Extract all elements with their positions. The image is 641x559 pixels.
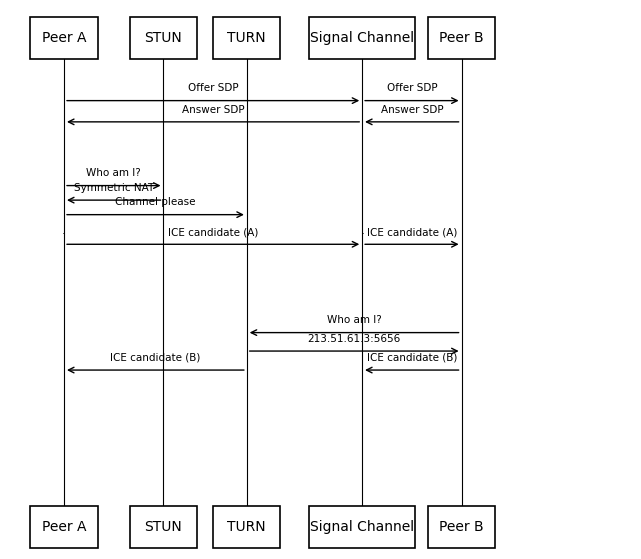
Text: Answer SDP: Answer SDP <box>381 105 443 115</box>
Text: .: . <box>360 224 364 237</box>
FancyBboxPatch shape <box>309 17 415 59</box>
FancyBboxPatch shape <box>31 506 97 548</box>
Text: ICE candidate (A): ICE candidate (A) <box>168 227 258 237</box>
Text: Signal Channel: Signal Channel <box>310 31 414 45</box>
Text: Offer SDP: Offer SDP <box>387 83 437 93</box>
Text: Answer SDP: Answer SDP <box>182 105 244 115</box>
Text: 213.51.61.3:5656: 213.51.61.3:5656 <box>308 334 401 344</box>
Text: Signal Channel: Signal Channel <box>310 520 414 534</box>
Text: ICE candidate (B): ICE candidate (B) <box>367 353 457 363</box>
Text: TURN: TURN <box>228 520 266 534</box>
Text: Who am I?: Who am I? <box>87 168 141 178</box>
Text: Offer SDP: Offer SDP <box>188 83 238 93</box>
FancyBboxPatch shape <box>428 506 495 548</box>
Text: Symmetric NAT: Symmetric NAT <box>74 183 154 193</box>
Text: TURN: TURN <box>228 31 266 45</box>
Text: Peer A: Peer A <box>42 31 87 45</box>
FancyBboxPatch shape <box>129 506 197 548</box>
Text: STUN: STUN <box>145 31 182 45</box>
Text: ICE candidate (B): ICE candidate (B) <box>110 353 201 363</box>
Text: STUN: STUN <box>145 520 182 534</box>
FancyBboxPatch shape <box>428 17 495 59</box>
Text: .: . <box>62 224 66 237</box>
Text: Who am I?: Who am I? <box>327 315 381 325</box>
Text: Channel please: Channel please <box>115 197 196 207</box>
Text: Peer A: Peer A <box>42 520 87 534</box>
FancyBboxPatch shape <box>129 17 197 59</box>
FancyBboxPatch shape <box>309 506 415 548</box>
Text: Peer B: Peer B <box>439 520 484 534</box>
Text: Peer B: Peer B <box>439 31 484 45</box>
FancyBboxPatch shape <box>213 17 281 59</box>
Text: ICE candidate (A): ICE candidate (A) <box>367 227 457 237</box>
FancyBboxPatch shape <box>31 17 97 59</box>
FancyBboxPatch shape <box>213 506 281 548</box>
